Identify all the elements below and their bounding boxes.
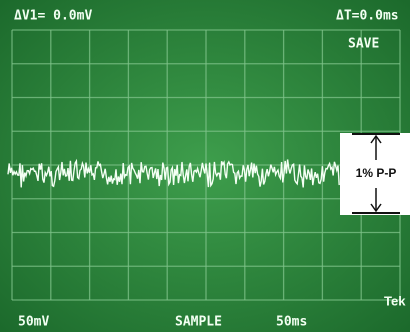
acquisition-mode: SAMPLE: [175, 315, 222, 330]
annotation-box: 1% P-P: [340, 133, 410, 215]
scope-screen: 1% P-P ΔV1= 0.0mV ΔT=0.0ms SAVE 50mV SAM…: [0, 0, 410, 332]
pp-label: 1% P-P: [356, 166, 397, 180]
volts-per-div: 50mV: [18, 315, 49, 330]
brand: Tek: [384, 293, 406, 308]
time-per-div: 50ms: [276, 315, 307, 330]
delta-v-readout: ΔV1= 0.0mV: [14, 9, 92, 24]
delta-t-readout: ΔT=0.0ms: [336, 9, 399, 24]
mode-readout: SAVE: [348, 37, 379, 52]
